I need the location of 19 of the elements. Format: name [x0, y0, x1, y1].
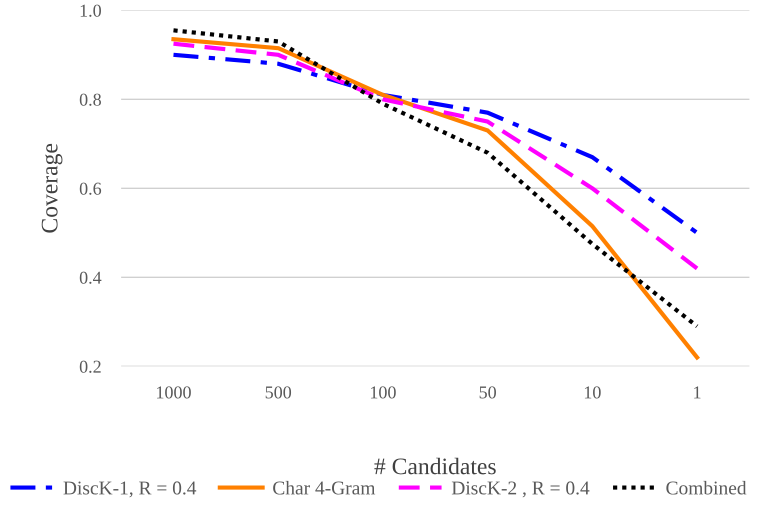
y-tick-label: 0.2	[80, 360, 101, 373]
legend-label: Char 4-Gram	[273, 480, 376, 495]
x-tick-label: 1000	[157, 386, 191, 399]
x-tick-label: 10	[584, 386, 601, 399]
y-tick-label: 0.8	[80, 94, 101, 106]
y-tick-label: 0.4	[80, 272, 102, 284]
x-tick-label: 1	[694, 386, 700, 398]
y-tick-label: 1.0	[80, 4, 101, 17]
x-tick-label: 50	[480, 386, 496, 399]
legend-label: DiscK-1, R = 0.4	[63, 481, 196, 498]
legend-label: Combined	[666, 480, 746, 495]
line-series	[171, 42, 700, 271]
x-axis-title: # Candidates	[374, 458, 496, 474]
legend-label: DiscK-2 , R = 0.4	[452, 481, 590, 498]
y-axis-title: Coverage	[42, 144, 62, 233]
line-series	[171, 52, 700, 235]
x-tick-label: 100	[370, 386, 396, 399]
y-tick-label: 0.6	[80, 182, 102, 195]
x-tick-label: 500	[266, 386, 292, 399]
